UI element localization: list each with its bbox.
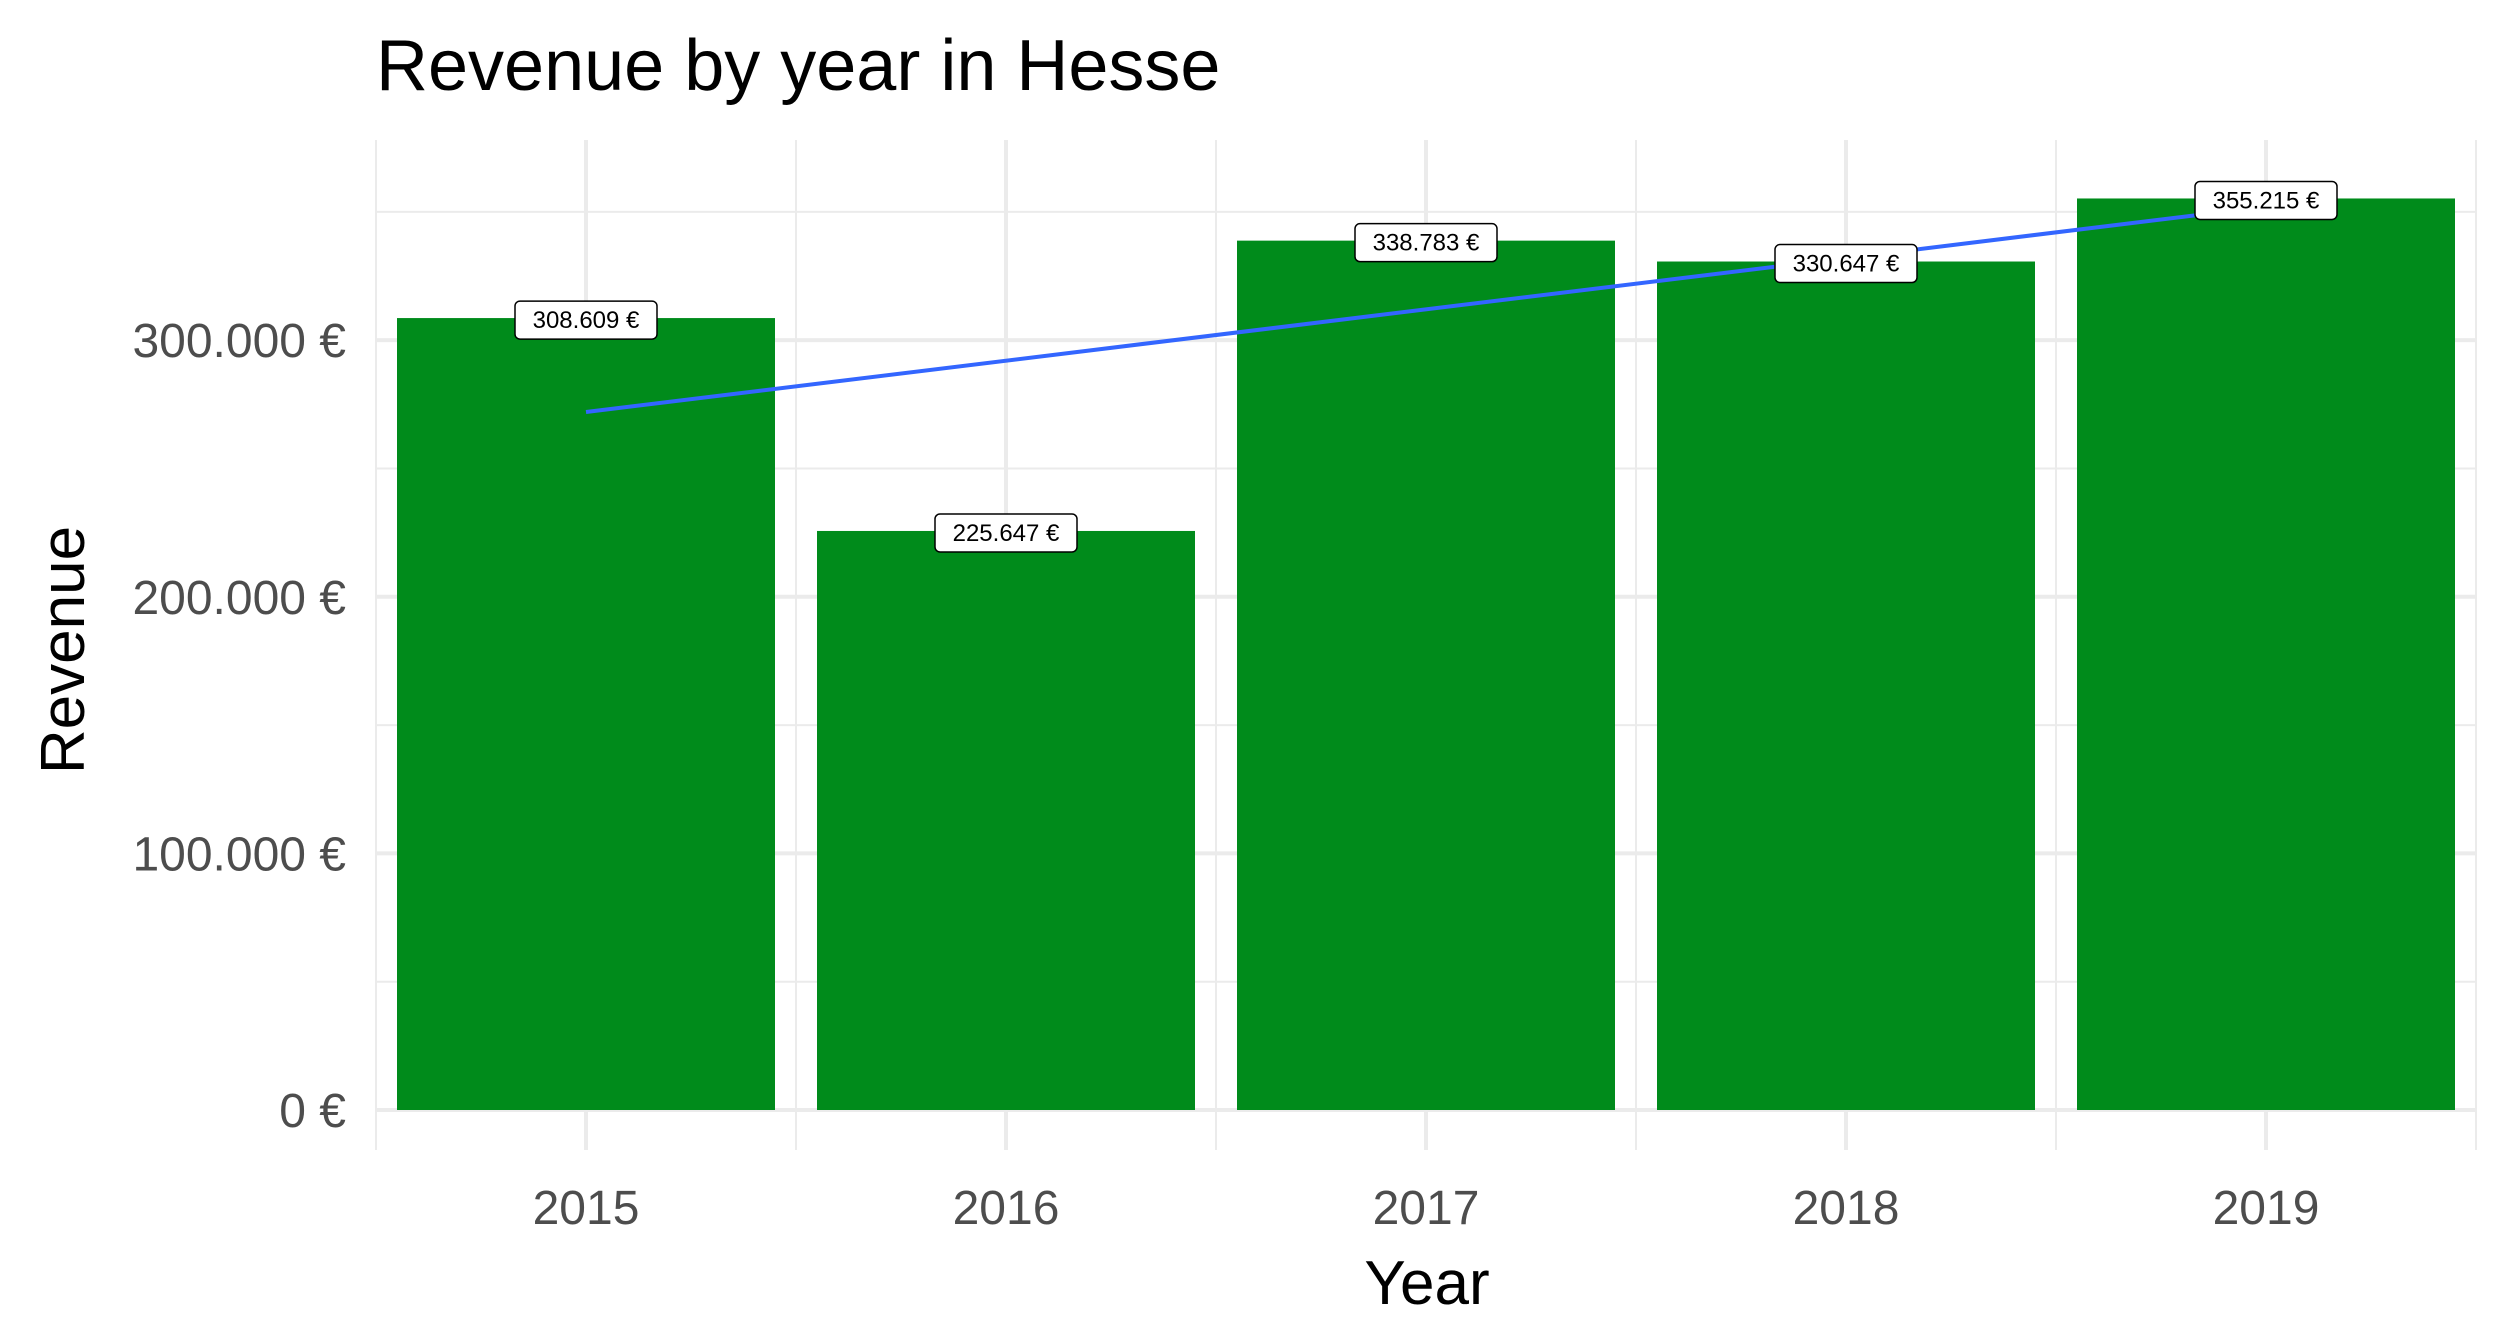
x-axis-ticks: 2015 2016 2017 2018 2019 [533, 1182, 2320, 1235]
x-tick-label: 2015 [533, 1182, 640, 1235]
trend-line-group [585, 204, 2267, 414]
bars [397, 198, 2455, 1111]
data-label-box [934, 513, 1078, 553]
bar-2018 [1657, 261, 2035, 1111]
bar-2017 [1237, 240, 1615, 1110]
x-tick-label: 2016 [953, 1182, 1060, 1235]
bar-2016 [817, 530, 1195, 1110]
y-tick-label: 300.000 € [132, 315, 346, 368]
x-tick-label: 2017 [1373, 1182, 1480, 1235]
y-tick-label: 100.000 € [132, 828, 346, 881]
data-labels: 308.609 € 225.647 € 338.783 € 330.647 € 355.… [514, 180, 2338, 553]
y-axis-title: Revenue [29, 526, 98, 774]
data-label-box [2194, 180, 2338, 221]
data-label-text: 308.609 € [533, 307, 640, 334]
y-tick-label: 200.000 € [132, 572, 346, 625]
x-tick-label: 2019 [2213, 1182, 2320, 1235]
data-label-text: 338.783 € [1373, 230, 1480, 257]
data-label-2016: 225.647 € [934, 513, 1078, 553]
trend-line [585, 204, 2267, 414]
data-label-2018: 330.647 € [1774, 243, 1918, 284]
x-axis-title: Year [1364, 1249, 1489, 1318]
data-label-text: 355.215 € [2213, 187, 2320, 214]
bar-2015 [397, 318, 775, 1110]
y-axis-ticks: 0 € 100.000 € 200.000 € 300.000 € [132, 315, 346, 1138]
data-label-text: 330.647 € [1793, 251, 1900, 278]
data-label-2015: 308.609 € [514, 300, 658, 340]
chart-title: Revenue by year in Hesse [376, 26, 1220, 106]
y-tick-label: 0 € [279, 1085, 346, 1138]
x-tick-label: 2018 [1793, 1182, 1900, 1235]
data-label-2019: 355.215 € [2194, 180, 2338, 221]
data-label-box [1774, 243, 1918, 284]
data-label-box [514, 300, 658, 340]
data-label-box [1354, 222, 1498, 263]
bar-2019 [2077, 198, 2455, 1110]
data-label-2017: 338.783 € [1354, 222, 1498, 263]
data-label-text: 225.647 € [953, 520, 1060, 547]
